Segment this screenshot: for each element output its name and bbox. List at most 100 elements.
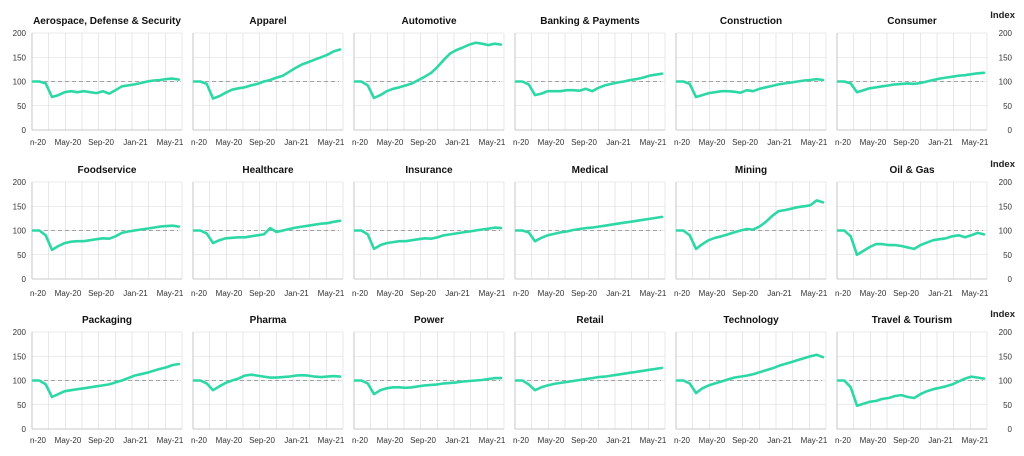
- x-tick-label: n-20: [191, 289, 208, 298]
- y-tick-label-right: 150: [999, 352, 1013, 361]
- x-tick-label: May-20: [216, 138, 243, 147]
- x-tick-label: Jan-21: [123, 138, 148, 147]
- panel-mining: Mining n-20 May-20 Sep-20 Jan-21 May-21: [674, 165, 828, 298]
- y-tick-label: 150: [13, 53, 27, 62]
- y-tick-label: 100: [13, 377, 27, 386]
- panel-title: Insurance: [405, 165, 453, 176]
- y-tick-label-right: 50: [1003, 102, 1012, 111]
- x-tick-label: Jan-21: [606, 436, 631, 445]
- series-line: [836, 375, 986, 408]
- panel-retail: Retail n-20 May-20 Sep-20 Jan-21 May-21: [513, 315, 667, 445]
- panel-technology: Technology n-20 May-20 Sep-20 Jan-21 May-21: [674, 315, 828, 445]
- panel-title: Pharma: [250, 315, 287, 326]
- panel-medical: Medical n-20 May-20 Sep-20 Jan-21 May-21: [513, 165, 667, 298]
- x-tick-label: Sep-20: [410, 436, 436, 445]
- x-tick-label: Sep-20: [410, 289, 436, 298]
- x-tick-label: n-20: [835, 138, 852, 147]
- panel-title: Technology: [723, 315, 779, 326]
- x-tick-label: May-21: [962, 289, 989, 298]
- y-axis-label: Index: [990, 159, 1016, 170]
- x-tick-label: n-20: [30, 289, 47, 298]
- x-tick-label: May-20: [699, 138, 726, 147]
- y-tick-label: 200: [13, 178, 27, 187]
- x-tick-label: Sep-20: [893, 289, 919, 298]
- panel-pharma: Pharma n-20 May-20 Sep-20 Jan-21 May-21: [191, 315, 345, 445]
- panel-title: Power: [414, 315, 444, 326]
- series-line: [675, 77, 825, 99]
- y-tick-label: 200: [13, 328, 27, 337]
- series-line: [31, 224, 181, 252]
- y-tick-label-right: 150: [999, 53, 1013, 62]
- panel-title: Retail: [576, 315, 603, 326]
- panel-insurance: Insurance n-20 May-20 Sep-20 Jan-21 May-21: [352, 165, 506, 298]
- x-tick-label: Sep-20: [249, 436, 275, 445]
- x-tick-label: May-21: [318, 138, 345, 147]
- y-tick-label-right: 100: [999, 227, 1013, 236]
- panel-packaging: Packaging 0 50 100 150 200 n-20 May-20 Sep-20 Jan…: [13, 315, 184, 445]
- x-tick-label: Jan-21: [123, 289, 148, 298]
- x-tick-label: Jan-21: [445, 138, 470, 147]
- panel-title: Packaging: [82, 315, 132, 326]
- x-tick-label: n-20: [513, 436, 530, 445]
- panel-healthcare: Healthcare n-20 May-20 Sep-20 Jan-21 May-21: [191, 165, 345, 298]
- x-tick-label: Jan-21: [928, 436, 953, 445]
- x-tick-label: Sep-20: [249, 138, 275, 147]
- x-tick-label: May-20: [55, 289, 82, 298]
- x-tick-label: May-20: [699, 436, 726, 445]
- x-tick-label: Sep-20: [88, 436, 114, 445]
- x-tick-label: May-20: [55, 138, 82, 147]
- x-tick-label: May-20: [860, 289, 887, 298]
- panel-title: Oil & Gas: [889, 165, 934, 176]
- y-tick-label: 50: [17, 251, 26, 260]
- panel-construction: Construction n-20 May-20 Sep-20 Jan-21 May-21: [674, 16, 828, 147]
- x-tick-label: May-21: [962, 436, 989, 445]
- x-tick-label: Sep-20: [571, 436, 597, 445]
- x-tick-label: May-21: [801, 138, 828, 147]
- x-tick-label: May-20: [538, 289, 565, 298]
- y-tick-label-right: 0: [1008, 126, 1013, 135]
- y-tick-label-right: 200: [999, 178, 1013, 187]
- y-tick-label-right: 200: [999, 328, 1013, 337]
- x-tick-label: n-20: [513, 289, 530, 298]
- series-line: [514, 366, 664, 392]
- x-tick-label: May-21: [479, 138, 506, 147]
- x-tick-label: Sep-20: [732, 436, 758, 445]
- series-line: [514, 215, 664, 243]
- x-tick-label: Jan-21: [767, 289, 792, 298]
- x-tick-label: Jan-21: [284, 289, 309, 298]
- x-tick-label: Sep-20: [88, 289, 114, 298]
- panel-apparel: Apparel n-20 May-20 Sep-20 Jan-21 May-21: [191, 16, 345, 147]
- y-tick-label-right: 200: [999, 29, 1013, 38]
- x-tick-label: n-20: [191, 138, 208, 147]
- x-tick-label: Sep-20: [410, 138, 436, 147]
- y-tick-label-right: 50: [1003, 251, 1012, 260]
- series-line: [192, 373, 342, 392]
- x-tick-label: Jan-21: [767, 138, 792, 147]
- x-tick-label: n-20: [191, 436, 208, 445]
- panel-title: Healthcare: [242, 165, 294, 176]
- series-line: [353, 226, 503, 251]
- y-tick-label-right: 0: [1008, 425, 1013, 434]
- x-tick-label: n-20: [835, 436, 852, 445]
- x-tick-label: n-20: [30, 436, 47, 445]
- x-tick-label: Sep-20: [88, 138, 114, 147]
- x-tick-label: May-21: [157, 289, 184, 298]
- series-line: [836, 71, 986, 94]
- y-tick-label: 200: [13, 29, 27, 38]
- x-tick-label: Sep-20: [249, 289, 275, 298]
- y-tick-label-right: 150: [999, 202, 1013, 211]
- y-tick-label-right: 100: [999, 377, 1013, 386]
- y-tick-label: 100: [13, 78, 27, 87]
- x-tick-label: Jan-21: [284, 436, 309, 445]
- x-tick-label: n-20: [352, 289, 369, 298]
- x-tick-label: Jan-21: [606, 138, 631, 147]
- y-tick-label-right: 0: [1008, 275, 1013, 284]
- panel-title: Medical: [572, 165, 609, 176]
- series-line: [675, 199, 825, 251]
- x-tick-label: May-21: [962, 138, 989, 147]
- x-tick-label: Jan-21: [445, 289, 470, 298]
- x-tick-label: May-20: [699, 289, 726, 298]
- panel-foodservice: Foodservice 0 50 100 150 200 n-20 May-20 Sep-20 J…: [13, 165, 184, 298]
